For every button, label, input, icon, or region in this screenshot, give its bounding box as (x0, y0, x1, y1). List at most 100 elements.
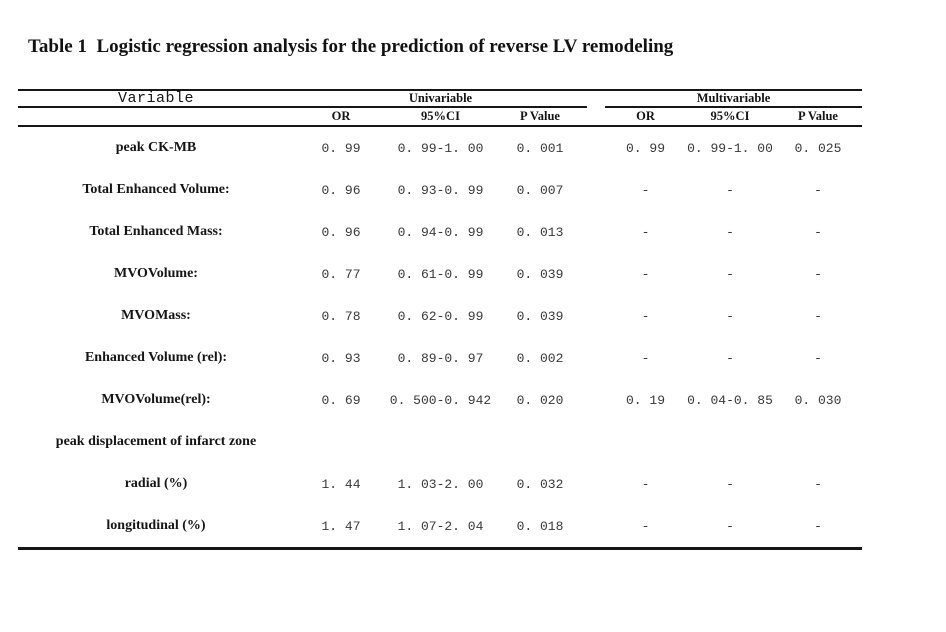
univariable-or-cell: 1. 47 (321, 518, 361, 534)
univariable-ci-cell: 1. 07-2. 04 (397, 518, 484, 534)
univariable-p-cell (493, 421, 587, 463)
univariable-ci-cell: 0. 62-0. 99 (397, 308, 484, 324)
univariable-p-cell: 0. 007 (516, 182, 564, 198)
variable-cell: peak displacement of infarct zone (55, 433, 257, 449)
univariable-or-header: OR (331, 108, 351, 123)
univariable-or-cell: 0. 77 (321, 266, 361, 282)
multivariable-or-header: OR (636, 108, 655, 123)
multivariable-ci-cell: - (726, 308, 734, 324)
univariable-p-cell: 0. 032 (516, 476, 564, 492)
multivariable-p-cell (774, 421, 862, 463)
column-gap (587, 505, 605, 547)
multivariable-p-cell: 0. 025 (794, 140, 842, 156)
univariable-header-label: Univariable (408, 91, 473, 106)
multivariable-or-cell: - (641, 266, 650, 282)
multivariable-p-cell: - (814, 518, 822, 534)
variable-cell: MVOVolume(rel): (101, 391, 211, 407)
subheader-empty-cell (18, 107, 294, 125)
variable-cell: Enhanced Volume (rel): (84, 349, 228, 365)
multivariable-ci-cell: - (726, 518, 734, 534)
multivariable-ci-cell: - (726, 224, 734, 240)
univariable-or-cell: 0. 93 (321, 350, 361, 366)
univariable-p-cell: 0. 018 (516, 518, 564, 534)
univariable-p-cell: 0. 002 (516, 350, 564, 366)
univariable-or-cell: 0. 78 (321, 308, 361, 324)
variable-cell: Total Enhanced Mass: (89, 223, 223, 239)
table-row-mvo-volume-rel: MVOVolume(rel): 0. 69 0. 500-0. 942 0. 0… (18, 379, 862, 421)
table-row-enhanced-volume-rel: Enhanced Volume (rel): 0. 93 0. 89-0. 97… (18, 337, 862, 379)
univariable-or-cell: 1. 44 (321, 476, 361, 492)
subheader-gap (587, 107, 605, 125)
header-group-gap (587, 91, 605, 108)
column-gap (587, 295, 605, 337)
table-title: Table 1 Logistic regression analysis for… (28, 36, 674, 57)
univariable-or-cell: 0. 99 (321, 140, 361, 156)
multivariable-p-cell: - (814, 476, 822, 492)
univariable-p-cell: 0. 001 (516, 140, 564, 156)
multivariable-or-cell: - (641, 224, 650, 240)
multivariable-or-cell: - (641, 182, 650, 198)
table-row-total-enhanced-mass: Total Enhanced Mass: 0. 96 0. 94-0. 99 0… (18, 211, 862, 253)
univariable-ci-cell: 0. 99-1. 00 (397, 140, 484, 156)
univariable-p-cell: 0. 020 (516, 392, 564, 408)
multivariable-ci-cell (686, 421, 774, 463)
variable-cell: Total Enhanced Volume: (82, 181, 230, 197)
column-gap (587, 169, 605, 211)
column-gap (587, 127, 605, 169)
table-header-group-row: Variable Univariable Multivariable (18, 91, 862, 108)
univariable-or-cell (294, 421, 388, 463)
univariable-p-header: P Value (520, 108, 560, 123)
multivariable-group-header: Multivariable (605, 91, 862, 108)
table-row-radial: radial (%) 1. 44 1. 03-2. 00 0. 032 - - … (18, 463, 862, 505)
univariable-ci-cell (388, 421, 493, 463)
univariable-p-cell: 0. 039 (516, 266, 564, 282)
column-gap (587, 337, 605, 379)
table-row-peak-ck-mb: peak CK-MB 0. 99 0. 99-1. 00 0. 001 0. 9… (18, 127, 862, 169)
multivariable-or-cell: - (641, 476, 650, 492)
univariable-ci-header: 95%CI (421, 108, 460, 123)
multivariable-p-cell: 0. 030 (794, 392, 842, 408)
variable-column-header: Variable (18, 91, 294, 108)
multivariable-p-cell: - (814, 182, 822, 198)
univariable-or-cell: 0. 69 (321, 392, 361, 408)
column-gap (587, 421, 605, 463)
univariable-ci-cell: 1. 03-2. 00 (397, 476, 484, 492)
multivariable-ci-header: 95%CI (710, 108, 750, 123)
multivariable-or-cell: 0. 99 (625, 140, 665, 156)
multivariable-ci-cell: - (726, 350, 734, 366)
multivariable-p-cell: - (814, 224, 822, 240)
multivariable-ci-cell: 0. 99-1. 00 (687, 140, 773, 156)
multivariable-ci-cell: - (726, 476, 734, 492)
multivariable-p-header: P Value (798, 108, 838, 123)
table-row-mvo-volume: MVOVolume: 0. 77 0. 61-0. 99 0. 039 - - … (18, 253, 862, 295)
multivariable-or-cell: - (641, 308, 650, 324)
multivariable-p-cell: - (814, 308, 822, 324)
column-gap (587, 379, 605, 421)
univariable-group-header: Univariable (294, 91, 587, 108)
variable-cell: longitudinal (%) (106, 517, 206, 533)
table-row-longitudinal: longitudinal (%) 1. 47 1. 07-2. 04 0. 01… (18, 505, 862, 547)
univariable-ci-cell: 0. 61-0. 99 (397, 266, 484, 282)
multivariable-or-cell (605, 421, 686, 463)
column-gap (587, 463, 605, 505)
univariable-or-cell: 0. 96 (321, 224, 361, 240)
univariable-ci-cell: 0. 89-0. 97 (397, 350, 484, 366)
multivariable-p-cell: - (814, 266, 822, 282)
multivariable-or-cell: 0. 19 (625, 392, 665, 408)
univariable-ci-cell: 0. 500-0. 942 (389, 392, 492, 408)
variable-header-label: Variable (117, 90, 194, 107)
variable-cell: peak CK-MB (115, 139, 197, 155)
multivariable-header-label: Multivariable (696, 91, 771, 106)
regression-table: Variable Univariable Multivariable OR 95… (18, 89, 862, 550)
univariable-p-cell: 0. 013 (516, 224, 564, 240)
table-row-peak-displacement-section: peak displacement of infarct zone (18, 421, 862, 463)
variable-cell: MVOVolume: (114, 265, 198, 281)
column-gap (587, 253, 605, 295)
table-row-mvo-mass: MVOMass: 0. 78 0. 62-0. 99 0. 039 - - - (18, 295, 862, 337)
multivariable-or-cell: - (641, 350, 650, 366)
univariable-ci-cell: 0. 94-0. 99 (397, 224, 484, 240)
univariable-or-cell: 0. 96 (321, 182, 361, 198)
variable-cell: radial (%) (124, 475, 188, 491)
multivariable-or-cell: - (641, 518, 650, 534)
multivariable-p-cell: - (814, 350, 822, 366)
